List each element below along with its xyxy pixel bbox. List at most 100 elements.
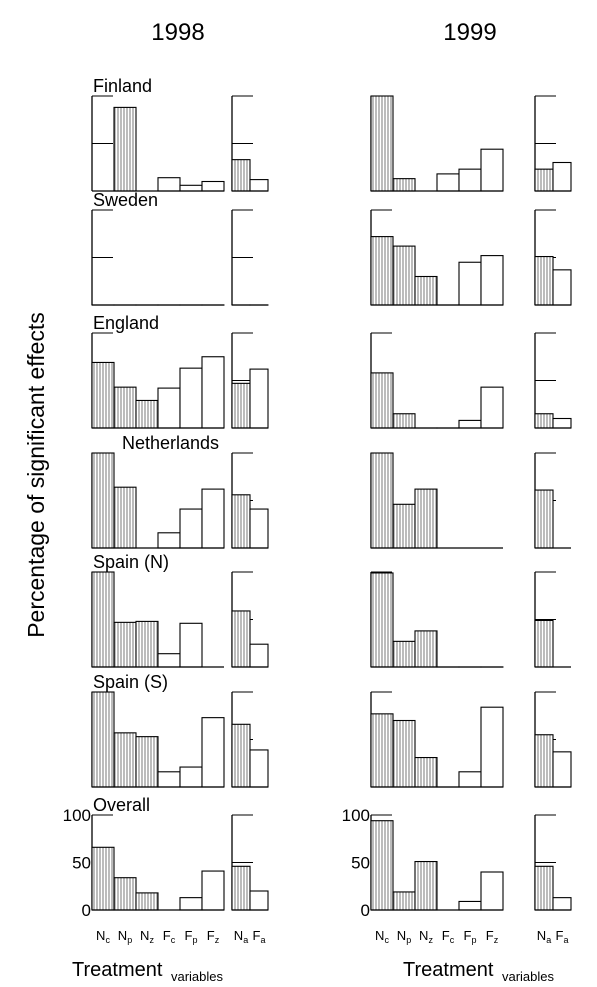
bar-Fa xyxy=(249,890,269,911)
bar-Fa xyxy=(249,508,269,549)
bar-Na xyxy=(231,494,251,549)
bar-Np xyxy=(392,891,416,911)
bar-Fz xyxy=(201,717,225,788)
bar-Nc xyxy=(370,820,394,911)
bar-Fa xyxy=(249,749,269,788)
bar-Nc xyxy=(91,846,115,911)
panel-country-label: Spain (N) xyxy=(93,552,169,572)
bar-Nc xyxy=(370,572,394,668)
bar-Fz xyxy=(201,180,225,192)
bar-Nc xyxy=(91,691,115,788)
bar-Np xyxy=(113,621,137,668)
x-tick-label: Fa xyxy=(556,928,569,945)
x-tick-label: Fp xyxy=(464,928,477,945)
bar-Nc xyxy=(370,452,394,549)
bar-Nz xyxy=(414,630,438,668)
year-label-1999: 1999 xyxy=(443,19,496,46)
y-tick-label: 50 xyxy=(351,854,370,873)
bar-Na xyxy=(231,865,251,911)
y-tick-label: 50 xyxy=(72,854,91,873)
x-axis-label-1998: Treatment variables xyxy=(72,959,223,984)
bar-Fz xyxy=(201,870,225,911)
panel-country-label: England xyxy=(93,313,159,333)
bar-Nz xyxy=(414,860,438,911)
bar-Na xyxy=(231,723,251,788)
bar-Na xyxy=(534,489,554,549)
bar-Fp xyxy=(179,508,203,549)
bar-Nc xyxy=(91,571,115,668)
bar-Fa xyxy=(552,269,572,306)
x-tick-label: Na xyxy=(537,928,551,945)
panel-country-label: Sweden xyxy=(93,190,158,210)
x-tick-label: Nc xyxy=(375,928,389,945)
bar-Fc xyxy=(157,771,181,788)
x-axis-label-1999: Treatment variables xyxy=(403,959,554,984)
x-tick-label: Nz xyxy=(419,928,433,945)
panel-country-label: Spain (S) xyxy=(93,672,168,692)
x-axis-label-main: Treatment xyxy=(72,959,163,981)
bar-Nc xyxy=(370,372,394,429)
bar-Na xyxy=(231,610,251,668)
bar-Na xyxy=(534,734,554,788)
x-axis-label-sub: variables xyxy=(171,969,224,984)
bar-Nc xyxy=(370,95,394,192)
bar-Fp xyxy=(458,261,482,306)
bar-Fa xyxy=(552,897,572,911)
bar-Fc xyxy=(436,173,460,192)
y-tick-label: 0 xyxy=(361,901,370,920)
bar-Fp xyxy=(458,168,482,192)
bar-Fz xyxy=(201,488,225,549)
year-label-1998: 1998 xyxy=(151,19,204,46)
bar-Fp xyxy=(458,419,482,429)
bar-Np xyxy=(392,640,416,668)
bar-Fp xyxy=(179,367,203,429)
bar-Fz xyxy=(201,356,225,429)
bar-Nz xyxy=(414,756,438,788)
bar-Nz xyxy=(135,399,159,429)
bar-Np xyxy=(113,732,137,788)
y-axis-label: Percentage of significant effects xyxy=(23,312,49,638)
bar-Fa xyxy=(552,417,572,429)
bar-Fp xyxy=(179,184,203,192)
panel-country-label: Finland xyxy=(93,76,152,96)
x-tick-label: Np xyxy=(397,928,411,945)
bar-Np xyxy=(113,877,137,911)
bar-Np xyxy=(392,178,416,192)
bar-Fa xyxy=(249,643,269,668)
bar-Np xyxy=(113,106,137,192)
bar-Na xyxy=(231,382,251,429)
panel-country-label: Netherlands xyxy=(122,433,219,453)
bar-Fz xyxy=(480,871,504,911)
bar-Fc xyxy=(157,532,181,549)
x-tick-label: Na xyxy=(234,928,248,945)
bar-Fz xyxy=(480,148,504,192)
bar-Na xyxy=(534,168,554,192)
y-tick-label: 100 xyxy=(63,806,91,825)
bar-Np xyxy=(113,386,137,429)
bar-Nc xyxy=(91,361,115,429)
bar-Nc xyxy=(91,452,115,549)
bar-Nc xyxy=(370,236,394,306)
bar-Na xyxy=(534,865,554,911)
x-tick-label: Fz xyxy=(486,928,499,945)
bar-Fa xyxy=(552,751,572,788)
x-tick-label: Nc xyxy=(96,928,110,945)
x-axis-label-main: Treatment xyxy=(403,959,494,981)
bar-Fz xyxy=(480,386,504,429)
bar-Np xyxy=(392,245,416,306)
panel-country-label: Overall xyxy=(93,795,150,815)
bar-Np xyxy=(392,719,416,788)
x-tick-label: Fa xyxy=(253,928,266,945)
bar-Fa xyxy=(249,179,269,192)
x-tick-label: Fc xyxy=(442,928,455,945)
x-tick-label: Fz xyxy=(207,928,220,945)
bar-Fp xyxy=(179,897,203,911)
bar-Na xyxy=(534,255,554,306)
bar-Fp xyxy=(458,900,482,911)
bar-Nz xyxy=(135,892,159,911)
bar-Fc xyxy=(157,653,181,668)
bar-Nz xyxy=(135,620,159,668)
y-tick-label: 100 xyxy=(342,806,370,825)
bar-Fp xyxy=(458,771,482,788)
bar-Fz xyxy=(480,255,504,306)
